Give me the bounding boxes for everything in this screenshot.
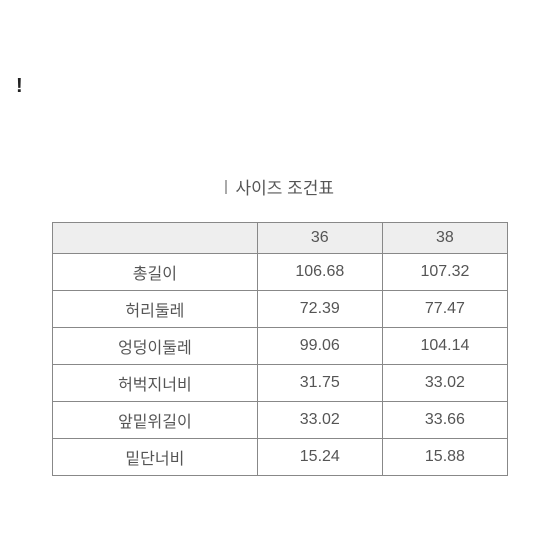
cell-value: 99.06	[257, 328, 382, 365]
cell-value: 77.47	[382, 291, 507, 328]
table-header-36: 36	[257, 223, 382, 254]
cell-value: 107.32	[382, 254, 507, 291]
table-row: 총길이 106.68 107.32	[53, 254, 508, 291]
corner-fragment: !	[16, 75, 21, 98]
cell-value: 72.39	[257, 291, 382, 328]
row-label: 허리둘레	[53, 291, 258, 328]
cell-value: 33.02	[257, 402, 382, 439]
row-label: 엉덩이둘레	[53, 328, 258, 365]
row-label: 앞밑위길이	[53, 402, 258, 439]
table-header-38: 38	[382, 223, 507, 254]
table-row: 엉덩이둘레 99.06 104.14	[53, 328, 508, 365]
cell-value: 15.24	[257, 439, 382, 476]
table-header-blank	[53, 223, 258, 254]
table-row: 허리둘레 72.39 77.47	[53, 291, 508, 328]
table-row: 허벅지너비 31.75 33.02	[53, 365, 508, 402]
row-label: 총길이	[53, 254, 258, 291]
cell-value: 31.75	[257, 365, 382, 402]
table-row: 앞밑위길이 33.02 33.66	[53, 402, 508, 439]
size-table: 36 38 총길이 106.68 107.32 허리둘레 72.39 77.47…	[52, 222, 508, 476]
table-row: 밑단너비 15.24 15.88	[53, 439, 508, 476]
cell-value: 33.66	[382, 402, 507, 439]
size-table-container: 36 38 총길이 106.68 107.32 허리둘레 72.39 77.47…	[52, 222, 508, 476]
cell-value: 104.14	[382, 328, 507, 365]
cell-value: 15.88	[382, 439, 507, 476]
title-bar-icon	[225, 180, 227, 194]
cell-value: 106.68	[257, 254, 382, 291]
table-header-row: 36 38	[53, 223, 508, 254]
page-title: 사이즈 조건표	[235, 179, 334, 198]
row-label: 허벅지너비	[53, 365, 258, 402]
row-label: 밑단너비	[53, 439, 258, 476]
title-row: 사이즈 조건표	[0, 174, 559, 199]
cell-value: 33.02	[382, 365, 507, 402]
